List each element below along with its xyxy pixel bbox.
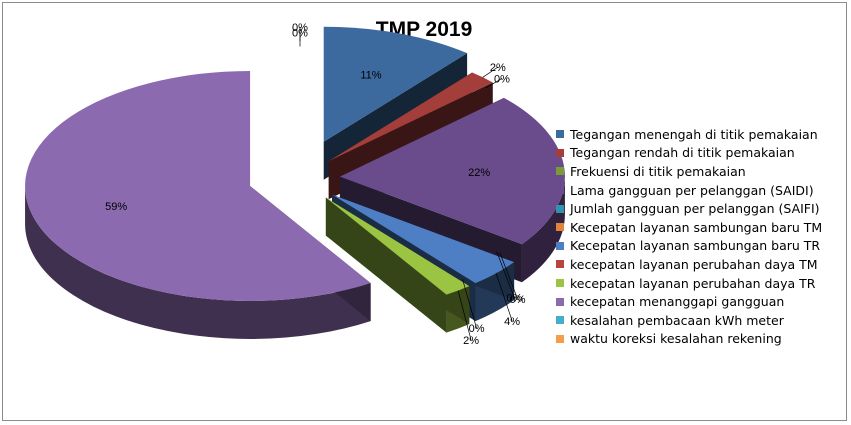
data-label-kecepatan-layanan-sambungan-baru-tr: 4% xyxy=(504,316,520,328)
slice-kecepatan-layanan-perubahan-daya-tr xyxy=(325,197,470,333)
legend-label: kecepatan menanggapi gangguan xyxy=(570,294,785,310)
legend-swatch xyxy=(556,148,564,157)
legend-label: kesalahan pembacaan kWh meter xyxy=(570,312,784,328)
data-label-tegangan-menengah-di-titik-pemakaian: 11% xyxy=(360,70,381,82)
legend-label: kecepatan layanan perubahan daya TM xyxy=(570,256,818,272)
leader-line xyxy=(495,273,513,321)
slice-top-kecepatan-menanggapi-gangguan xyxy=(25,70,371,301)
slice-top-tegangan-menengah-di-titik-pemakaian xyxy=(323,26,468,142)
data-label-waktu-koreksi-kesalahan-rekening: 0% xyxy=(292,22,308,34)
slice-wall-lama-gangguan-per-pelanggan-saidi xyxy=(521,176,565,283)
leader-line xyxy=(462,279,477,329)
legend-label: Kecepatan layanan sambungan baru TM xyxy=(570,219,823,235)
chart-legend: Tegangan menengah di titik pemakaian Tega… xyxy=(556,125,846,348)
slice-face-kecepatan-layanan-perubahan-daya-tr xyxy=(325,197,447,333)
legend-item-lama-gangguan-per-pelanggan-saidi: Lama gangguan per pelanggan (SAIDI) xyxy=(556,181,846,200)
leader-line xyxy=(496,251,515,298)
legend-swatch xyxy=(556,130,564,139)
leader-lines xyxy=(299,27,518,341)
legend-swatch xyxy=(556,260,564,269)
legend-swatch xyxy=(556,186,564,195)
data-label-kecepatan-layanan-perubahan-daya-tm: 0% xyxy=(469,323,485,335)
legend-item-waktu-koreksi-kesalahan-rekening: waktu koreksi kesalahan rekening xyxy=(556,330,846,349)
legend-swatch xyxy=(556,204,564,213)
legend-item-kecepatan-layanan-sambungan-baru-tm: Kecepatan layanan sambungan baru TM xyxy=(556,218,846,237)
legend-label: Tegangan menengah di titik pemakaian xyxy=(570,126,818,142)
leader-line xyxy=(482,66,499,78)
legend-swatch xyxy=(556,167,564,176)
legend-label: waktu koreksi kesalahan rekening xyxy=(570,331,782,347)
legend-swatch xyxy=(556,334,564,343)
legend-label: Frekuensi di titik pemakaian xyxy=(570,163,746,179)
slice-top-lama-gangguan-per-pelanggan-saidi xyxy=(339,97,565,245)
slice-kecepatan-menanggapi-gangguan xyxy=(25,70,371,339)
data-label-jumlah-gangguan-per-pelanggan-saifi: 0% xyxy=(510,294,526,306)
slice-top-kecepatan-layanan-sambungan-baru-tr xyxy=(332,194,515,284)
legend-item-frekuensi-di-titik-pemakaian: Frekuensi di titik pemakaian xyxy=(556,162,846,181)
slice-top-tegangan-rendah-di-titik-pemakaian xyxy=(328,72,493,162)
legend-swatch xyxy=(556,316,564,325)
data-label-kesalahan-pembacaan-kwh-meter: 0% xyxy=(292,28,308,40)
legend-item-kecepatan-layanan-perubahan-daya-tr: kecepatan layanan perubahan daya TR xyxy=(556,274,846,293)
leader-line xyxy=(499,252,518,300)
legend-item-jumlah-gangguan-per-pelanggan-saifi: Jumlah gangguan per pelanggan (SAIFI) xyxy=(556,199,846,218)
leader-line xyxy=(457,290,472,341)
data-label-kecepatan-menanggapi-gangguan: 59% xyxy=(105,201,127,213)
legend-swatch xyxy=(556,241,564,250)
legend-label: Jumlah gangguan per pelanggan (SAIFI) xyxy=(570,201,820,217)
slice-top-kecepatan-layanan-perubahan-daya-tr xyxy=(325,197,470,295)
legend-label: kecepatan layanan perubahan daya TR xyxy=(570,275,816,291)
legend-item-kecepatan-layanan-sambungan-baru-tr: Kecepatan layanan sambungan baru TR xyxy=(556,237,846,256)
data-label-lama-gangguan-per-pelanggan-saidi: 22% xyxy=(468,167,490,179)
data-labels: 11%2%0%22%0%0%4%0%2%59%0%0% xyxy=(105,22,526,347)
legend-item-tegangan-menengah-di-titik-pemakaian: Tegangan menengah di titik pemakaian xyxy=(556,125,846,144)
pie-slices xyxy=(25,26,565,339)
leader-line xyxy=(485,78,503,89)
legend-swatch xyxy=(556,223,564,232)
data-label-kecepatan-layanan-sambungan-baru-tm: 0% xyxy=(506,293,522,305)
legend-label: Kecepatan layanan sambungan baru TR xyxy=(570,238,821,254)
legend-swatch xyxy=(556,297,564,306)
data-label-kecepatan-layanan-perubahan-daya-tr: 2% xyxy=(463,335,479,347)
legend-item-kecepatan-layanan-perubahan-daya-tm: kecepatan layanan perubahan daya TM xyxy=(556,255,846,274)
legend-item-tegangan-rendah-di-titik-pemakaian: Tegangan rendah di titik pemakaian xyxy=(556,144,846,163)
legend-item-kesalahan-pembacaan-kwh-meter: kesalahan pembacaan kWh meter xyxy=(556,311,846,330)
legend-label: Lama gangguan per pelanggan (SAIDI) xyxy=(570,182,814,198)
data-label-tegangan-rendah-di-titik-pemakaian: 2% xyxy=(490,62,506,74)
legend-swatch xyxy=(556,279,564,288)
legend-label: Tegangan rendah di titik pemakaian xyxy=(570,145,795,161)
legend-item-kecepatan-menanggapi-gangguan: kecepatan menanggapi gangguan xyxy=(556,292,846,311)
slice-wall-kecepatan-menanggapi-gangguan xyxy=(25,185,371,339)
data-label-frekuensi-di-titik-pemakaian: 0% xyxy=(494,73,510,85)
